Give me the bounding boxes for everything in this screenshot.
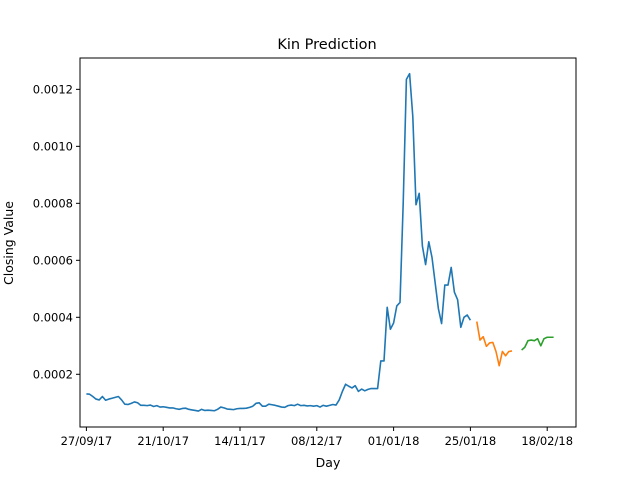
x-tick-label: 21/10/17: [137, 434, 189, 448]
plot-area: [86, 72, 554, 412]
x-tick-label: 18/02/18: [521, 434, 573, 448]
y-tick-label: 0.0010: [33, 139, 73, 153]
x-tick-label: 25/01/18: [445, 434, 497, 448]
chart-title: Kin Prediction: [277, 37, 376, 53]
x-tick-label: 14/11/17: [214, 434, 266, 448]
series-line-2: [476, 321, 513, 367]
plot-frame: [79, 57, 577, 428]
x-tick-label: 01/01/18: [368, 434, 420, 448]
y-tick-label: 0.0008: [33, 196, 73, 210]
x-axis-label: Day: [316, 455, 341, 470]
y-axis: 0.0002 0.0004 0.0006 0.0008 0.0010 0.0012: [33, 82, 80, 381]
y-axis-label: Closing Value: [1, 201, 16, 285]
y-tick-label: 0.0002: [33, 367, 73, 381]
y-tick-label: 0.0004: [33, 310, 73, 324]
x-axis: 27/09/17 21/10/17 14/11/17 08/12/17 01/01/18…: [61, 427, 573, 448]
y-tick-label: 0.0012: [33, 82, 73, 96]
x-tick-label: 27/09/17: [61, 434, 113, 448]
series-line-3: [521, 336, 554, 351]
x-tick-label: 08/12/17: [291, 434, 343, 448]
y-tick-label: 0.0006: [33, 253, 73, 267]
series-line-1: [86, 72, 472, 412]
